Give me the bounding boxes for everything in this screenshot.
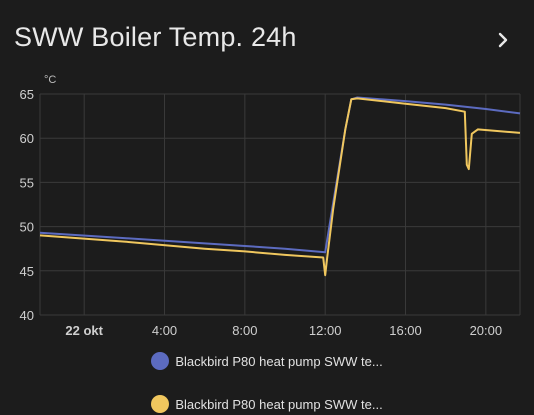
series-line-2 — [39, 97, 521, 277]
x-tick-label: 4:00 — [152, 323, 177, 338]
y-tick-label: 40 — [20, 308, 34, 323]
chevron-right-icon — [498, 32, 508, 48]
x-tick-label: 22 okt — [65, 323, 103, 338]
more-info-button[interactable] — [490, 26, 516, 54]
y-tick-label: 45 — [20, 264, 34, 279]
x-tick-label: 8:00 — [232, 323, 257, 338]
x-tick-label: 16:00 — [389, 323, 422, 338]
y-axis-unit: °C — [44, 74, 56, 86]
history-chart[interactable]: °C 65 60 55 50 45 40 22 okt 4:00 8:00 12:00 16:00 20… — [0, 66, 534, 346]
legend-dot-blue — [151, 352, 170, 370]
x-tick-label: 12:00 — [309, 323, 342, 338]
card-header: SWW Boiler Temp. 24h — [0, 0, 534, 78]
legend-entry-yellow[interactable]: Blackbird P80 heat pump SWW te... — [151, 395, 383, 413]
card-title: SWW Boiler Temp. 24h — [14, 22, 297, 52]
y-tick-label: 55 — [20, 175, 34, 190]
series-line-1 — [39, 96, 521, 254]
legend-dot-yellow — [151, 395, 170, 413]
legend-item-2[interactable]: Blackbird P80 heat pump SWW te... — [0, 395, 534, 413]
legend-label-2: Blackbird P80 heat pump SWW te... — [175, 396, 383, 412]
y-tick-label: 65 — [20, 87, 34, 102]
y-tick-label: 50 — [20, 220, 34, 235]
y-tick-label: 60 — [20, 131, 34, 146]
legend-label-1: Blackbird P80 heat pump SWW te... — [175, 353, 383, 369]
x-tick-label: 20:00 — [470, 323, 503, 338]
legend-item-1[interactable]: Blackbird P80 heat pump SWW te... — [0, 352, 534, 370]
legend-entry-blue[interactable]: Blackbird P80 heat pump SWW te... — [151, 352, 383, 370]
line-chart[interactable]: °C 65 60 55 50 45 40 22 okt 4:00 8:00 12:00 16:00 20… — [0, 66, 534, 346]
